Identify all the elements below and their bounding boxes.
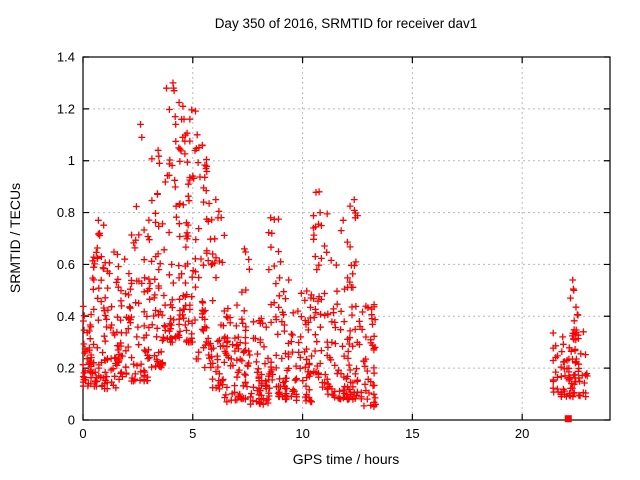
grid-lines [83, 57, 610, 420]
axis-ticks [82, 56, 610, 421]
y-tick-label: 0.4 [57, 309, 75, 324]
y-tick-label: 1.4 [57, 50, 75, 65]
y-tick-label: 0.6 [57, 257, 75, 272]
x-tick-label: 20 [515, 426, 529, 441]
tick-labels: 0 5 10 15 20 0 0.2 0.4 0.6 0.8 1 1.2 1.4 [57, 50, 529, 442]
x-tick-label: 15 [405, 426, 419, 441]
outlier-square-marker [564, 415, 572, 423]
scatter-points [79, 79, 591, 411]
y-tick-label: 1.2 [57, 101, 75, 116]
y-tick-label: 1 [68, 153, 75, 168]
y-tick-label: 0.8 [57, 205, 75, 220]
plot-frame [82, 56, 611, 421]
chart-title: Day 350 of 2016, SRMTID for receiver dav… [215, 16, 478, 31]
x-tick-label: 0 [79, 426, 86, 441]
y-axis-label: SRMTID / TECUs [7, 183, 23, 293]
plot-border [82, 56, 611, 421]
x-tick-label: 5 [189, 426, 196, 441]
y-tick-label: 0 [68, 413, 75, 428]
y-tick-label: 0.2 [57, 361, 75, 376]
x-axis-label: GPS time / hours [293, 451, 400, 467]
x-tick-label: 10 [295, 426, 309, 441]
data-points [79, 79, 591, 423]
